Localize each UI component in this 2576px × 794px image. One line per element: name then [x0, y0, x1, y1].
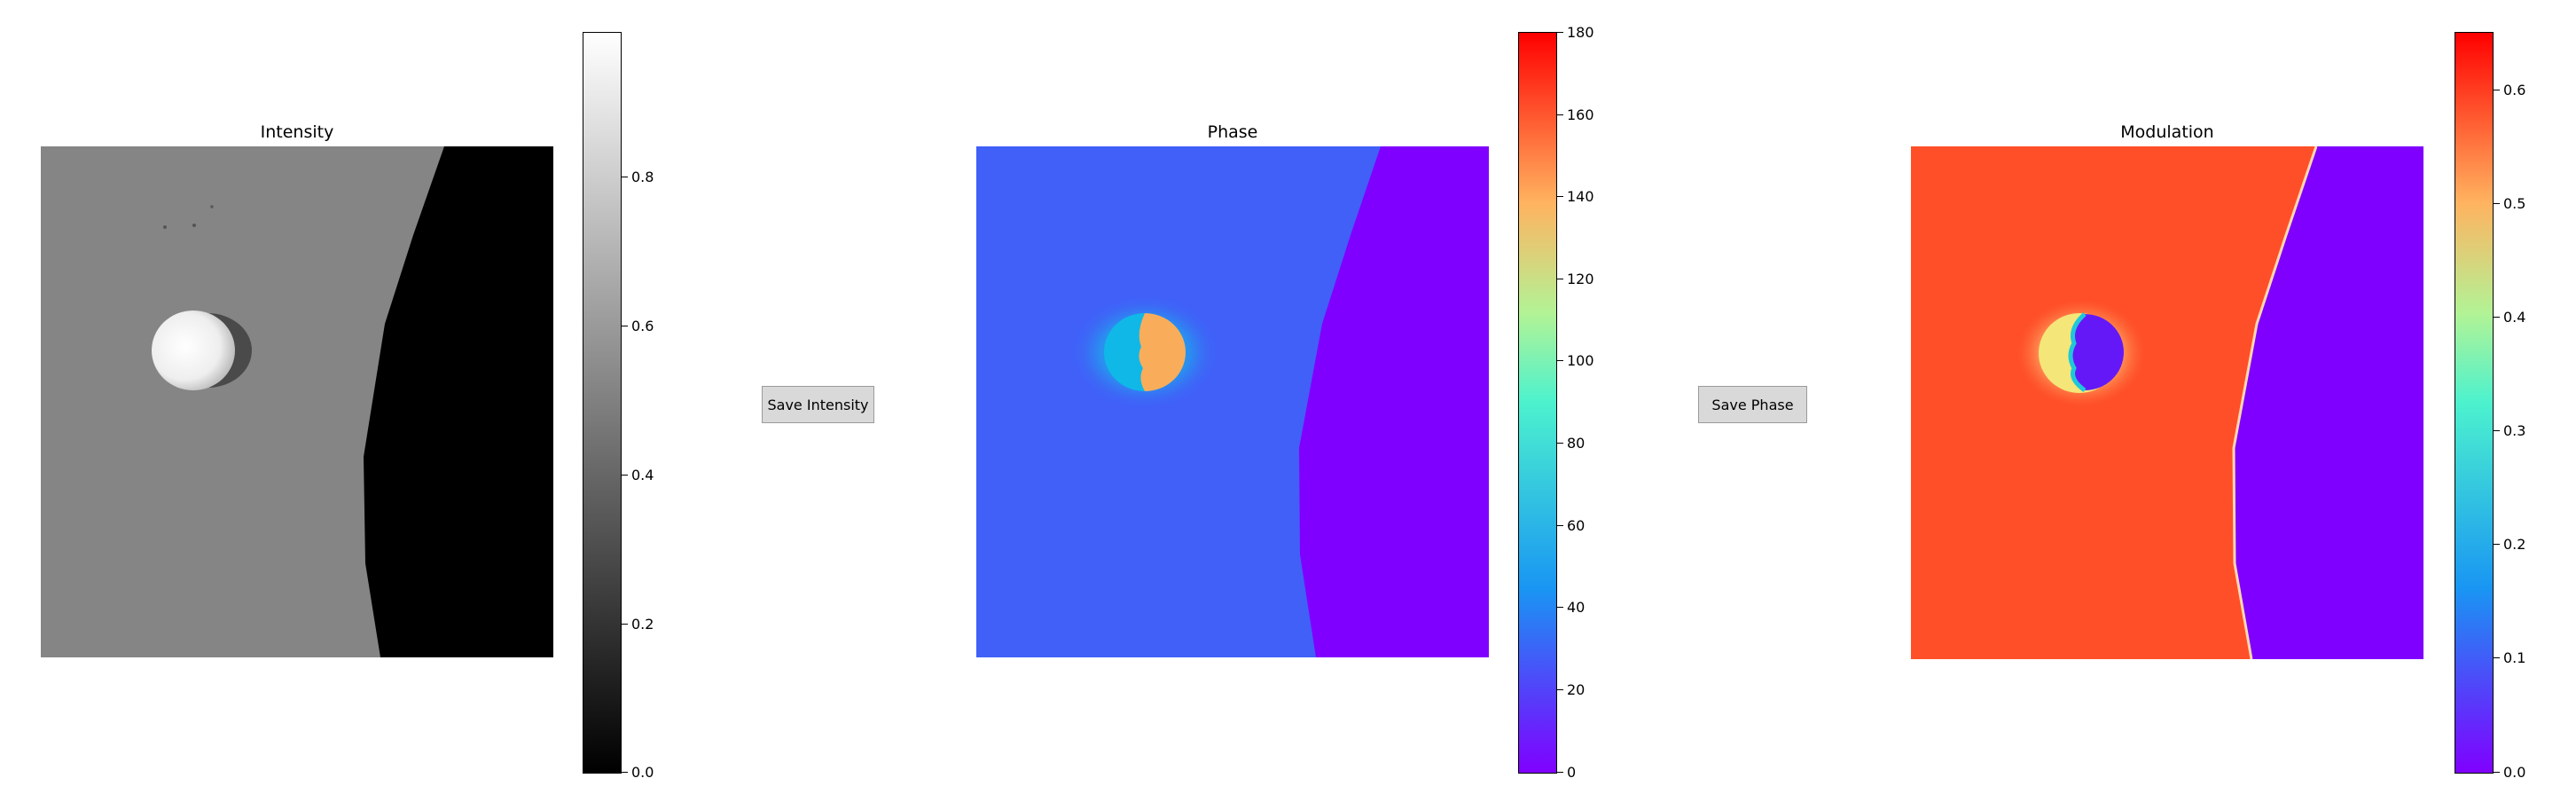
modulation-tick-label: 0.5: [2503, 195, 2526, 212]
phase-tick: [1557, 32, 1563, 33]
modulation-tick: [2494, 317, 2500, 318]
intensity-tick-label: 0.2: [631, 616, 654, 633]
phase-tick-label: 40: [1567, 599, 1586, 616]
phase-tick-label: 160: [1567, 106, 1594, 123]
modulation-tick-label: 0.4: [2503, 309, 2526, 326]
phase-tick-label: 180: [1567, 24, 1594, 41]
phase-tick: [1557, 689, 1563, 690]
modulation-tick-label: 0.3: [2503, 422, 2526, 439]
intensity-tick: [622, 772, 628, 773]
intensity-tick: [622, 624, 628, 625]
modulation-tick-label: 0.1: [2503, 649, 2526, 666]
phase-tick-label: 0: [1567, 764, 1577, 781]
phase-tick-label: 140: [1567, 188, 1594, 205]
modulation-colorbar: [2455, 32, 2494, 774]
phase-tick-label: 20: [1567, 681, 1586, 698]
phase-tick-label: 120: [1567, 271, 1594, 287]
intensity-tick-label: 0.0: [631, 764, 654, 781]
intensity-image: [41, 146, 553, 657]
save-phase-button[interactable]: Save Phase: [1698, 386, 1807, 423]
modulation-tick: [2494, 544, 2500, 545]
save-intensity-button[interactable]: Save Intensity: [762, 386, 874, 423]
phase-title: Phase: [1207, 122, 1258, 142]
phase-tick: [1557, 360, 1563, 361]
phase-image: [976, 146, 1489, 657]
modulation-tick-label: 0.2: [2503, 536, 2526, 553]
modulation-tick: [2494, 772, 2500, 773]
phase-tick: [1557, 607, 1563, 608]
intensity-tick-label: 0.4: [631, 467, 654, 483]
phase-tick: [1557, 196, 1563, 197]
intensity-tick-label: 0.6: [631, 318, 654, 334]
intensity-tick-label: 0.8: [631, 169, 654, 185]
phase-tick: [1557, 443, 1563, 444]
phase-colorbar: [1518, 32, 1557, 774]
modulation-tick: [2494, 657, 2500, 658]
modulation-tick: [2494, 430, 2500, 431]
modulation-title: Modulation: [2120, 122, 2214, 142]
modulation-tick: [2494, 203, 2500, 204]
phase-tick-label: 60: [1567, 517, 1586, 534]
phase-tick: [1557, 772, 1563, 773]
intensity-tick: [622, 475, 628, 476]
phase-tick: [1557, 525, 1563, 526]
phase-tick-label: 100: [1567, 352, 1594, 369]
intensity-colorbar: [583, 32, 622, 774]
intensity-title: Intensity: [260, 122, 334, 142]
modulation-tick-label: 0.0: [2503, 764, 2526, 781]
modulation-tick-label: 0.6: [2503, 82, 2526, 98]
phase-tick: [1557, 114, 1563, 115]
phase-tick-label: 80: [1567, 435, 1586, 452]
modulation-image: [1911, 146, 2423, 659]
